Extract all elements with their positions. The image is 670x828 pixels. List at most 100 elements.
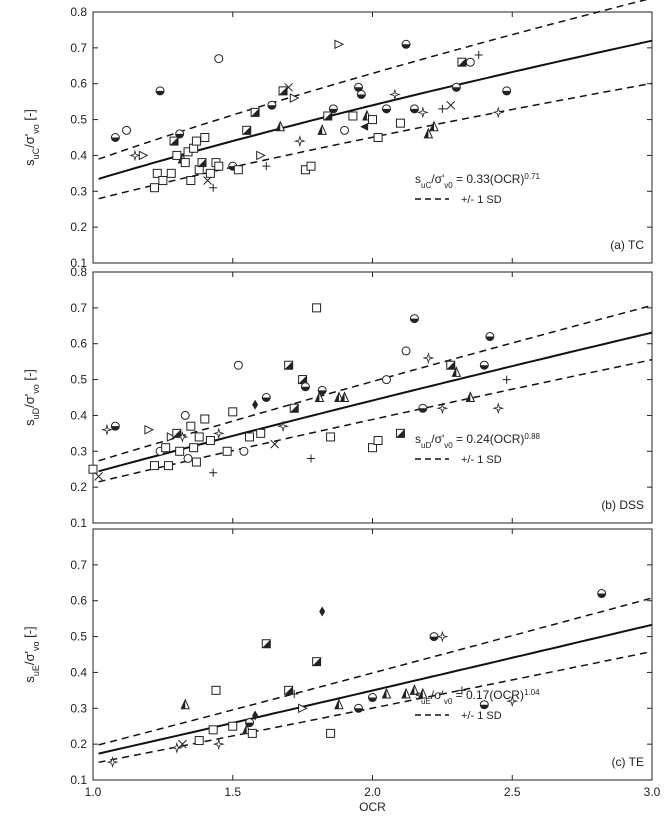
marker-fill [597, 593, 606, 598]
marker-fill [340, 392, 345, 402]
data-point-half-circle [401, 39, 411, 49]
marker-fill [410, 318, 419, 323]
data-points [106, 589, 607, 769]
marker-fill [318, 390, 327, 395]
data-point-star [212, 427, 225, 440]
y-axis-label-part: [-] [22, 109, 37, 124]
data-point-star [388, 88, 401, 101]
equation-part: /σ' [431, 172, 444, 186]
data-point-star [293, 135, 306, 148]
y-axis-label-part: /σ' [22, 394, 37, 408]
data-point-square [194, 432, 204, 442]
y-axis-label-part: vo [31, 124, 41, 134]
data-point-cross [203, 176, 212, 185]
marker-fill [251, 108, 260, 117]
marker-fill [276, 121, 281, 131]
marker-fill [284, 686, 293, 695]
data-point-circle [122, 125, 132, 135]
marker-fill [172, 429, 181, 438]
marker-fill [382, 688, 387, 698]
data-point-plus [209, 183, 218, 192]
data-point-half-circle [502, 86, 512, 96]
y-tick-label: 0.1 [70, 256, 87, 270]
x-axis-label: OCR [359, 800, 386, 814]
marker-fill [502, 90, 511, 95]
data-point-cross [270, 439, 280, 449]
marker-fill [362, 110, 367, 120]
marker-fill [402, 44, 411, 49]
data-point-star [422, 352, 435, 365]
y-tick-label: 0.8 [70, 265, 87, 279]
y-axis-label-part: uC [31, 147, 41, 159]
marker-fill [323, 111, 332, 120]
marker-fill [279, 86, 288, 95]
fit-line [98, 623, 653, 755]
marker-fill [301, 386, 310, 391]
equation-part: = 0.17(OCR) [452, 688, 524, 702]
data-point-half-triangle [418, 687, 428, 699]
y-axis-label-part: /σ' [22, 651, 37, 665]
y-tick-label: 0.1 [70, 773, 87, 787]
y-tick-label: 0.2 [70, 480, 87, 494]
equation-part: uC [421, 181, 431, 190]
data-point-half-circle [409, 104, 419, 114]
data-point-star [106, 756, 119, 769]
equation-part: 1.04 [524, 688, 540, 697]
marker-fill [318, 125, 323, 135]
marker-fill [452, 87, 461, 92]
marker-fill [111, 137, 120, 142]
y-axis-label-part: [-] [22, 369, 37, 384]
sd-lower-line [98, 650, 653, 764]
data-point-half-square [172, 428, 182, 438]
y-tick-label: 0.4 [70, 665, 87, 679]
data-point-square [211, 685, 221, 695]
marker-fill [410, 685, 415, 695]
sd-lower-line [98, 358, 653, 483]
marker-fill [284, 361, 293, 370]
equation-part: /σ' [431, 432, 444, 446]
data-point-half-circle [261, 393, 271, 402]
marker-fill [368, 697, 377, 702]
data-point-diamond [252, 710, 259, 721]
marker-fill [410, 108, 419, 113]
x-tick-label: 1.0 [85, 785, 102, 799]
data-point-half-square [169, 136, 179, 146]
data-point-half-square [323, 111, 333, 121]
data-point-square [186, 176, 196, 186]
marker-fill [402, 688, 407, 698]
data-point-half-triangle [423, 127, 434, 139]
data-point-half-circle [245, 718, 255, 728]
y-tick-label: 0.3 [70, 444, 87, 458]
data-point-triangle [289, 93, 300, 103]
data-point-half-square [278, 86, 288, 96]
y-tick-label: 0.4 [70, 148, 87, 162]
data-point-cross [284, 82, 294, 92]
marker-fill [396, 429, 405, 438]
equation-part: 0.88 [524, 432, 540, 441]
data-point-circle [183, 453, 193, 463]
equation-part: uE [421, 697, 431, 706]
marker-fill [111, 426, 120, 431]
equation-label: suE/σ'v0 = 0.17(OCR)1.04 [415, 688, 540, 706]
y-axis-label: suD/σ'vo [-] [22, 369, 41, 426]
y-tick-label: 0.8 [70, 5, 87, 19]
y-tick-label: 0.3 [70, 701, 87, 715]
marker-fill [424, 128, 429, 138]
data-point-square [88, 464, 98, 474]
marker-fill [170, 137, 179, 146]
y-axis-label-part: vo [31, 384, 41, 394]
sd-upper-line [98, 304, 653, 462]
equation-part: v0 [444, 181, 453, 190]
data-point-plus [262, 162, 271, 171]
marker-fill [480, 704, 489, 709]
data-points [110, 39, 512, 193]
data-point-diamond [252, 399, 259, 410]
chart-panel-2: 0.1 0.2 0.3 0.4 0.5 0.6 0.7 1.0 1.5 2.0 2.5 3.0 OCR s… [22, 528, 661, 814]
data-point-half-triangle [334, 698, 344, 710]
data-point-square [194, 736, 204, 746]
data-point-square [205, 436, 215, 446]
marker-fill [298, 375, 307, 384]
y-tick-label: 0.7 [70, 558, 87, 572]
